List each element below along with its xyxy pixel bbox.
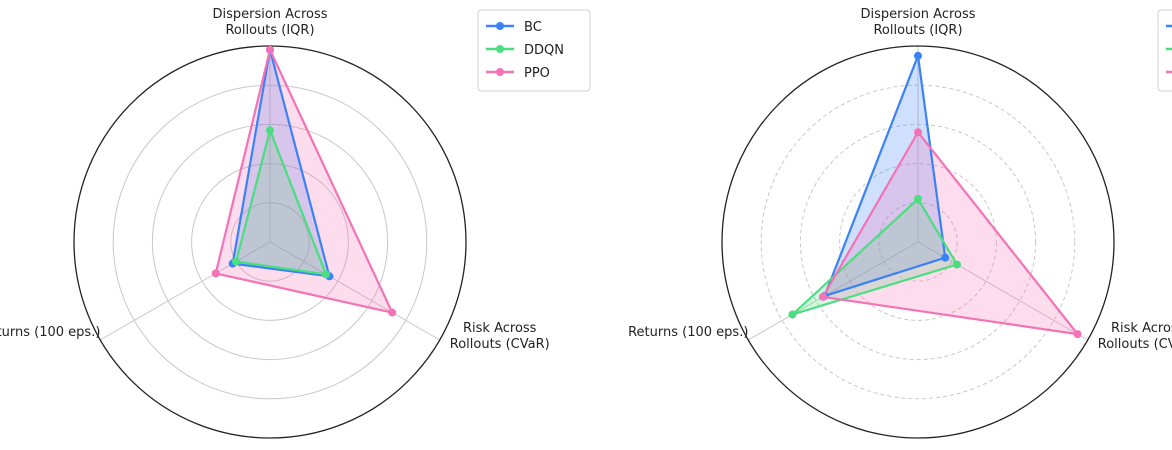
series-area-ddqn bbox=[236, 130, 326, 275]
data-point-ddqn bbox=[322, 270, 331, 279]
data-point-bc bbox=[941, 253, 950, 262]
axis-spoke bbox=[269, 241, 440, 341]
grid-ring bbox=[839, 163, 997, 321]
series-line-bc bbox=[231, 48, 331, 278]
axis-label-line: Risk Across bbox=[1111, 321, 1172, 336]
data-point-ppo bbox=[388, 308, 397, 317]
legend-box bbox=[477, 9, 591, 92]
axis-spoke bbox=[100, 241, 271, 341]
axis-label-1: Dispersion Across Rollouts (IQR) bbox=[860, 7, 975, 38]
data-point-ppo bbox=[914, 128, 922, 137]
series-line-ddqn bbox=[235, 129, 328, 276]
axis-spoke bbox=[748, 241, 919, 341]
axis-label-line: Rollouts (CVaR) bbox=[450, 337, 550, 352]
series-line-ppo bbox=[214, 48, 394, 314]
axis-label-line: Dispersion Across bbox=[212, 7, 327, 22]
data-point-ddqn bbox=[232, 257, 241, 266]
data-point-ppo bbox=[818, 292, 827, 301]
axis-label-line: Dispersion Across bbox=[860, 7, 975, 22]
axis-label-line: Rollouts (IQR) bbox=[873, 23, 962, 38]
axis-label-line: Rollouts (CVaR) bbox=[1098, 337, 1172, 352]
series-line-bc bbox=[823, 54, 947, 297]
legend-label-bc: BC bbox=[524, 20, 542, 35]
outer-frame bbox=[721, 45, 1115, 439]
radar-chart-2: Dispersion Across Rollouts (IQR) Risk Acro… bbox=[628, 7, 1172, 439]
axis-label-line: Returns (100 eps.) bbox=[0, 325, 100, 340]
axis-label-3: Returns (100 eps.) bbox=[0, 325, 100, 340]
axis-label-line: Returns (100 eps.) bbox=[628, 325, 748, 340]
data-point-ppo bbox=[1073, 330, 1082, 339]
legend: BC DDQN PPO bbox=[477, 9, 591, 92]
data-point-ddqn bbox=[788, 310, 797, 319]
axis-label-3: Returns (100 eps.) bbox=[628, 325, 748, 340]
axis-label-line: Rollouts (IQR) bbox=[225, 23, 314, 38]
legend-label-ddqn: DDQN bbox=[524, 43, 564, 58]
series-area-ppo bbox=[822, 132, 1078, 335]
series-line-ddqn bbox=[791, 197, 959, 316]
series-area-ddqn bbox=[792, 198, 957, 315]
axis-label-line: Risk Across bbox=[463, 321, 537, 336]
legend-swatch-marker bbox=[496, 45, 504, 53]
data-point-ddqn bbox=[266, 126, 274, 135]
data-point-ppo bbox=[266, 45, 274, 54]
legend-label-ppo: PPO bbox=[524, 66, 550, 81]
series-line-ppo bbox=[821, 131, 1079, 336]
data-point-bc bbox=[914, 51, 922, 60]
legend-swatch-marker bbox=[496, 68, 504, 76]
axis-label-1: Dispersion Across Rollouts (IQR) bbox=[212, 7, 327, 38]
data-point-ddqn bbox=[914, 194, 922, 203]
data-point-ppo bbox=[211, 269, 220, 278]
radar-chart-1: Dispersion Across Rollouts (IQR) Risk Acro… bbox=[0, 7, 591, 439]
legend-box bbox=[1157, 9, 1172, 92]
series-area-bc bbox=[824, 55, 946, 296]
data-point-ddqn bbox=[953, 260, 962, 269]
legend-swatch-marker bbox=[496, 22, 504, 30]
